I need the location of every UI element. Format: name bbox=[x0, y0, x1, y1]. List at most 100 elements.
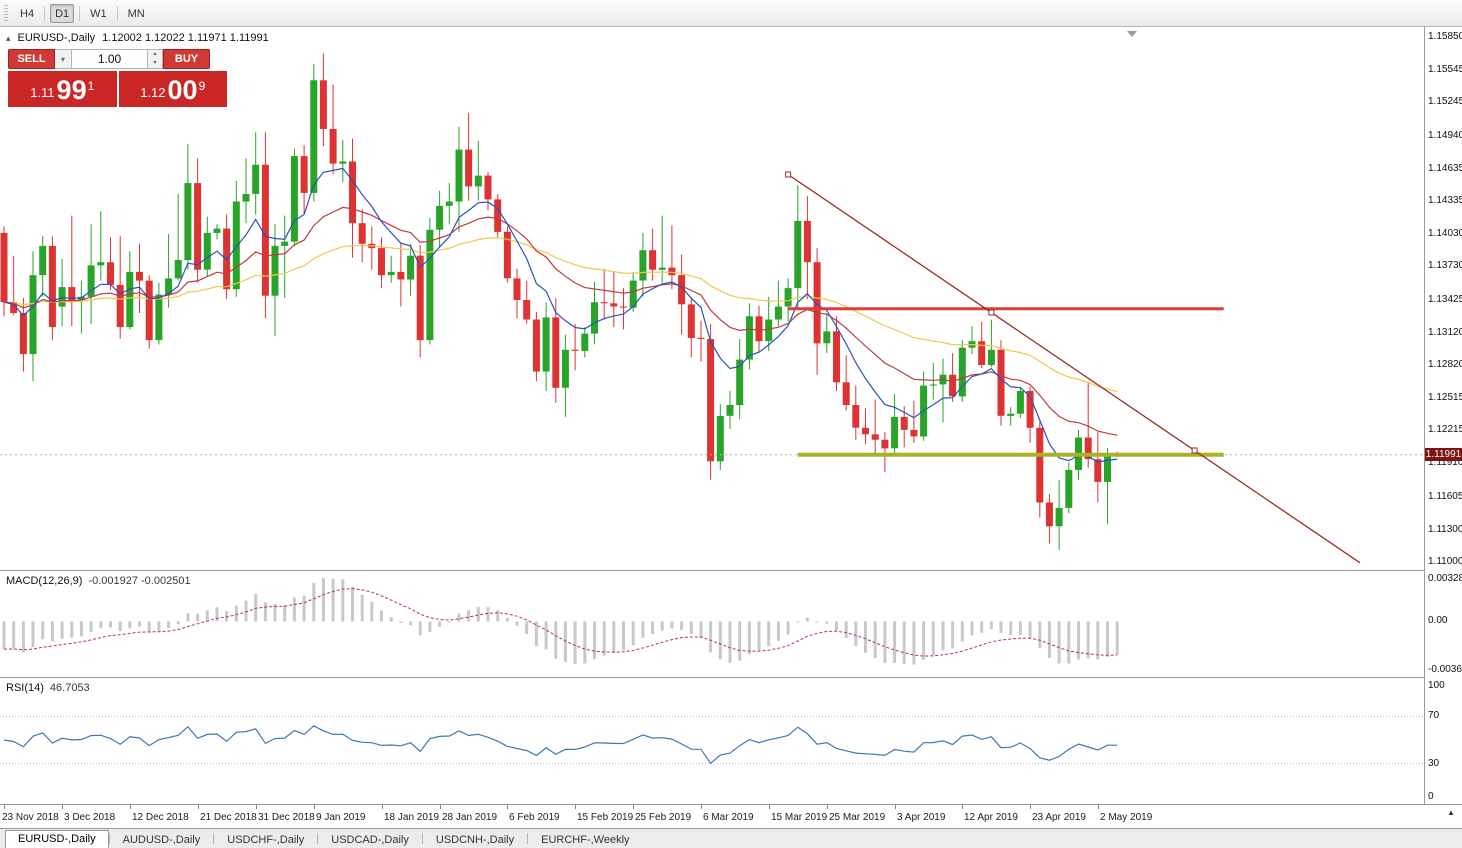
candle-body bbox=[39, 245, 47, 276]
price-scale-label: 1.15245 bbox=[1428, 96, 1462, 107]
sell-button[interactable]: SELL bbox=[8, 49, 55, 69]
candle-body bbox=[513, 278, 521, 300]
descending-trendline[interactable] bbox=[787, 173, 1361, 564]
toolbar-grip[interactable] bbox=[4, 5, 8, 21]
macd-histogram-bar bbox=[1067, 621, 1071, 664]
time-axis-label: 15 Feb 2019 bbox=[577, 812, 634, 823]
macd-histogram-bar bbox=[912, 621, 916, 665]
spin-up-icon[interactable]: ▴ bbox=[153, 51, 157, 57]
time-axis-tick bbox=[198, 805, 199, 809]
tab-separator bbox=[527, 833, 529, 844]
scroll-to-end-icon[interactable]: ▲ bbox=[1447, 808, 1455, 817]
candle-body bbox=[10, 302, 18, 313]
timeframe-button-mn[interactable]: MN bbox=[127, 7, 145, 20]
time-axis-label: 6 Mar 2019 bbox=[703, 812, 754, 823]
candle-body bbox=[745, 316, 753, 360]
time-axis[interactable]: 23 Nov 2018 3 Dec 2018 12 Dec 2018 21 Dec 2… bbox=[0, 805, 1424, 828]
sell-price-pip: 1 bbox=[87, 79, 95, 93]
chart-tab-eurusd-daily[interactable]: EURUSD-,Daily bbox=[5, 830, 109, 848]
macd-histogram-bar bbox=[815, 621, 819, 623]
timeframe-button-h4[interactable]: H4 bbox=[20, 7, 35, 20]
macd-histogram-bar bbox=[689, 621, 693, 635]
candle-body bbox=[1104, 454, 1111, 482]
candle-body bbox=[765, 319, 773, 342]
macd-histogram-bar bbox=[1096, 621, 1100, 660]
candle-body bbox=[523, 300, 531, 320]
candle-body bbox=[803, 221, 811, 263]
time-axis-tick bbox=[256, 805, 257, 809]
chart-shift-marker-icon[interactable] bbox=[1127, 31, 1137, 37]
macd-histogram-bar bbox=[960, 621, 964, 642]
chart-tab-audusd-daily[interactable]: AUDUSD-,Daily bbox=[122, 834, 201, 846]
chart-tab-usdcad-daily[interactable]: USDCAD-,Daily bbox=[331, 834, 409, 846]
buy-price-big: 00 bbox=[167, 75, 198, 105]
macd-histogram-bar bbox=[167, 621, 171, 629]
candle-body bbox=[126, 271, 134, 328]
trendline-handle[interactable] bbox=[988, 309, 995, 316]
macd-histogram-bar bbox=[409, 621, 413, 626]
candle-body bbox=[881, 439, 889, 449]
rsi-line bbox=[3, 725, 1118, 765]
chart-tab-eurchf-weekly[interactable]: EURCHF-,Weekly bbox=[541, 834, 630, 846]
pane-separator[interactable] bbox=[0, 804, 1462, 805]
candle-body bbox=[107, 262, 114, 285]
chart-title: EURUSD-,Daily bbox=[17, 32, 96, 44]
candle-body bbox=[19, 313, 27, 355]
macd-histogram-bar bbox=[1038, 621, 1042, 649]
candle-body bbox=[455, 149, 463, 202]
rsi-pane[interactable] bbox=[0, 678, 1424, 804]
price-scale-label: 1.12515 bbox=[1428, 392, 1462, 403]
macd-histogram-bar bbox=[70, 621, 74, 638]
candle-body bbox=[281, 241, 289, 246]
main-chart-pane[interactable] bbox=[0, 27, 1424, 570]
macd-pane[interactable] bbox=[0, 571, 1424, 677]
time-axis-label: 21 Dec 2018 bbox=[200, 812, 257, 823]
pane-separator[interactable] bbox=[0, 677, 1462, 678]
macd-scale-label: 0.003287 bbox=[1428, 573, 1462, 584]
candle-body bbox=[552, 317, 560, 388]
macd-histogram-bar bbox=[796, 621, 800, 623]
candle-body bbox=[891, 416, 899, 449]
volume-dropdown[interactable]: ▾ bbox=[55, 49, 72, 69]
candle-body bbox=[794, 221, 802, 289]
candle-body bbox=[1036, 427, 1044, 503]
chart-tab-usdchf-daily[interactable]: USDCHF-,Daily bbox=[227, 834, 305, 846]
macd-histogram-bar bbox=[1057, 621, 1061, 664]
candle-body bbox=[232, 201, 240, 290]
candle-body bbox=[871, 434, 879, 440]
timeframe-toolbar: H4 D1 W1 MN bbox=[0, 0, 1462, 27]
rsi-scale-label: 70 bbox=[1428, 710, 1440, 721]
macd-histogram-bar bbox=[89, 621, 93, 633]
macd-histogram-bar bbox=[1028, 621, 1032, 639]
buy-price-display[interactable]: 1.12 00 9 bbox=[118, 71, 227, 107]
price-scale-label: 1.12820 bbox=[1428, 359, 1462, 370]
time-axis-tick bbox=[507, 805, 508, 809]
time-axis-tick bbox=[1098, 805, 1099, 809]
volume-input[interactable] bbox=[72, 49, 148, 69]
spin-down-icon[interactable]: ▾ bbox=[153, 60, 157, 66]
macd-histogram-bar bbox=[922, 621, 926, 660]
macd-histogram-bar bbox=[99, 621, 103, 629]
price-axis[interactable]: 1.11991 1.15850 1.15545 1.15245 1.14940 1.14… bbox=[1425, 27, 1462, 804]
trendline-handle[interactable] bbox=[785, 171, 792, 178]
macd-histogram-bar bbox=[951, 621, 955, 649]
candle-body bbox=[736, 359, 744, 406]
candle-body bbox=[68, 287, 76, 301]
macd-histogram-bar bbox=[205, 610, 209, 622]
candle-body bbox=[261, 164, 269, 296]
ma-mid-line bbox=[3, 206, 1118, 436]
timeframe-button-d1[interactable]: D1 bbox=[50, 3, 75, 23]
sell-price-display[interactable]: 1.11 99 1 bbox=[8, 71, 117, 107]
pane-separator[interactable] bbox=[0, 570, 1462, 571]
buy-button[interactable]: BUY bbox=[163, 49, 210, 69]
chart-tab-usdcnh-daily[interactable]: USDCNH-,Daily bbox=[435, 834, 515, 846]
candle-body bbox=[184, 183, 192, 260]
one-click-toggle-icon[interactable]: ▴ bbox=[6, 32, 11, 43]
macd-histogram-bar bbox=[60, 621, 64, 639]
timeframe-button-w1[interactable]: W1 bbox=[90, 7, 107, 20]
candle-body bbox=[87, 265, 95, 297]
trendline-handle[interactable] bbox=[1191, 447, 1198, 454]
macd-histogram-bar bbox=[331, 578, 335, 622]
candle-body bbox=[252, 164, 260, 194]
